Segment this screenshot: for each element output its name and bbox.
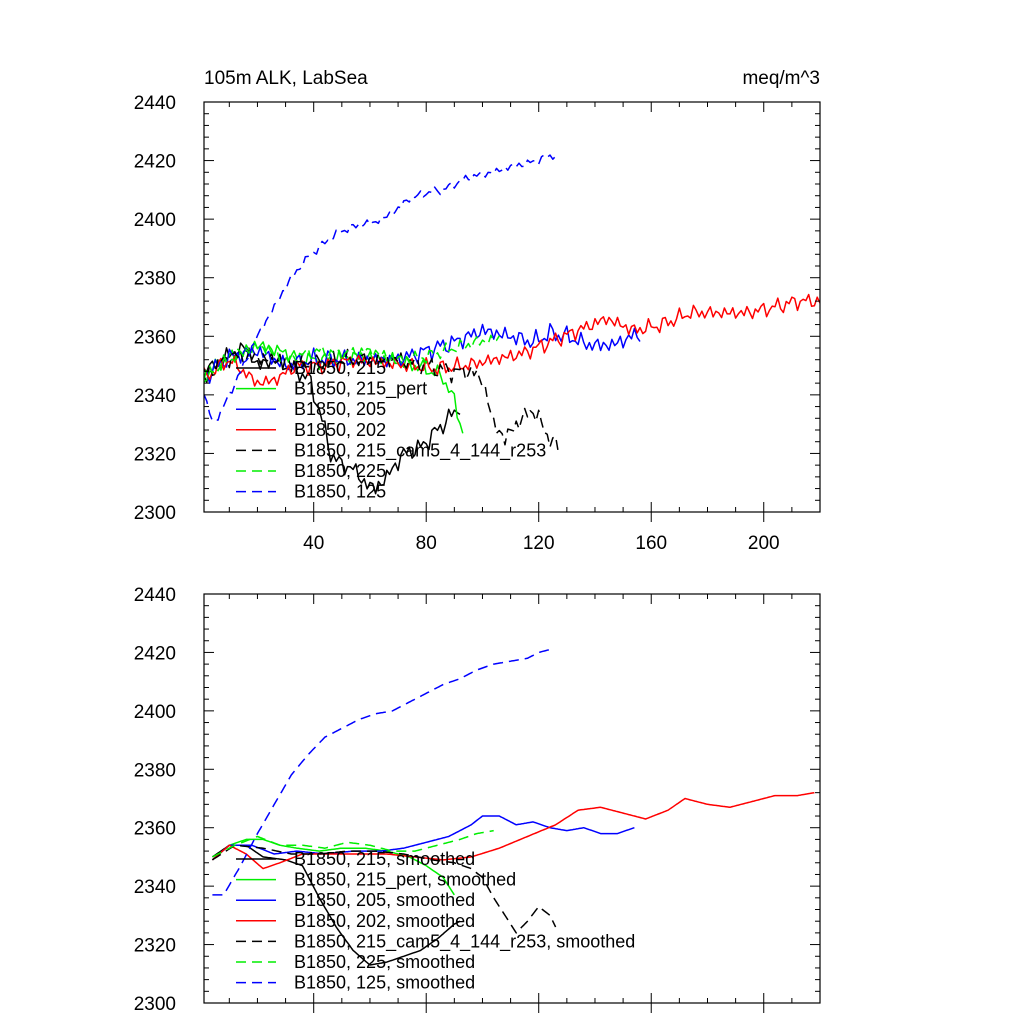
series-line-1 <box>211 844 461 966</box>
x-tick-label: 120 <box>523 533 555 554</box>
legend-label: B1850, 202, smoothed <box>294 911 475 931</box>
series-group <box>204 154 820 495</box>
plot-frame <box>203 593 821 1004</box>
legend-label: B1850, 225, smoothed <box>294 952 475 972</box>
series-line-3 <box>204 322 641 384</box>
series-line-4 <box>204 293 820 387</box>
legend-label: B1850, 202 <box>294 420 386 440</box>
series-line-5 <box>211 844 557 934</box>
y-tick-label: 2340 <box>134 877 176 898</box>
legend-label: B1850, 215_cam5_4_144_r253, smoothed <box>294 931 635 952</box>
y-tick-label: 2420 <box>134 643 176 664</box>
legend-label: B1850, 205, smoothed <box>294 890 475 910</box>
legend-label: B1850, 205 <box>294 399 386 419</box>
panel-1-title-left: 105m ALK, LabSea <box>204 68 368 89</box>
plot-frame <box>203 101 821 513</box>
y-tick-label: 2400 <box>134 702 176 723</box>
x-tick-label: 160 <box>635 533 667 554</box>
x-tick-label: 200 <box>748 533 780 554</box>
x-tick-label: 80 <box>416 533 437 554</box>
series-line-7 <box>212 648 551 896</box>
y-axis: 2300 2320 2340 2360 2380 2400 2420 2440 <box>134 585 820 1015</box>
legend-label: B1850, 215, smoothed <box>294 849 475 869</box>
series-line-6 <box>212 829 494 858</box>
x-axis: 40 80 120 160 200 <box>228 102 821 554</box>
x-tick-label: 40 <box>303 533 324 554</box>
legend-label: B1850, 125, smoothed <box>294 973 475 993</box>
series-line-7 <box>204 154 557 422</box>
y-tick-label: 2300 <box>134 503 176 524</box>
y-tick-label: 2440 <box>134 93 176 114</box>
y-tick-label: 2440 <box>134 585 176 606</box>
y-tick-label: 2380 <box>134 760 176 781</box>
legend-label: B1850, 215_cam5_4_144_r253 <box>294 440 546 461</box>
legend-label: B1850, 215 <box>294 358 386 378</box>
y-tick-label: 2320 <box>134 936 176 957</box>
y-tick-label: 2300 <box>134 994 176 1015</box>
y-tick-label: 2320 <box>134 444 176 465</box>
series-line-3 <box>211 815 635 861</box>
y-tick-label: 2360 <box>134 327 176 348</box>
series-line-5 <box>204 348 562 455</box>
x-axis <box>228 594 821 1013</box>
y-tick-label: 2380 <box>134 269 176 290</box>
y-tick-label: 2400 <box>134 210 176 231</box>
y-tick-label: 2360 <box>134 819 176 840</box>
y-tick-label: 2340 <box>134 386 176 407</box>
y-tick-label: 2420 <box>134 152 176 173</box>
legend-label: B1850, 125 <box>294 482 386 502</box>
legend-label: B1850, 225 <box>294 461 386 481</box>
legend-label: B1850, 215_pert, smoothed <box>294 870 516 891</box>
y-axis: 2300 2320 2340 2360 2380 2400 2420 2440 <box>134 93 820 524</box>
series-line-6 <box>204 334 500 381</box>
legend-label: B1850, 215_pert <box>294 379 427 400</box>
panel-1-title-right: meq/m^3 <box>742 68 820 89</box>
series-group <box>211 648 815 966</box>
series-line-2 <box>211 838 455 896</box>
